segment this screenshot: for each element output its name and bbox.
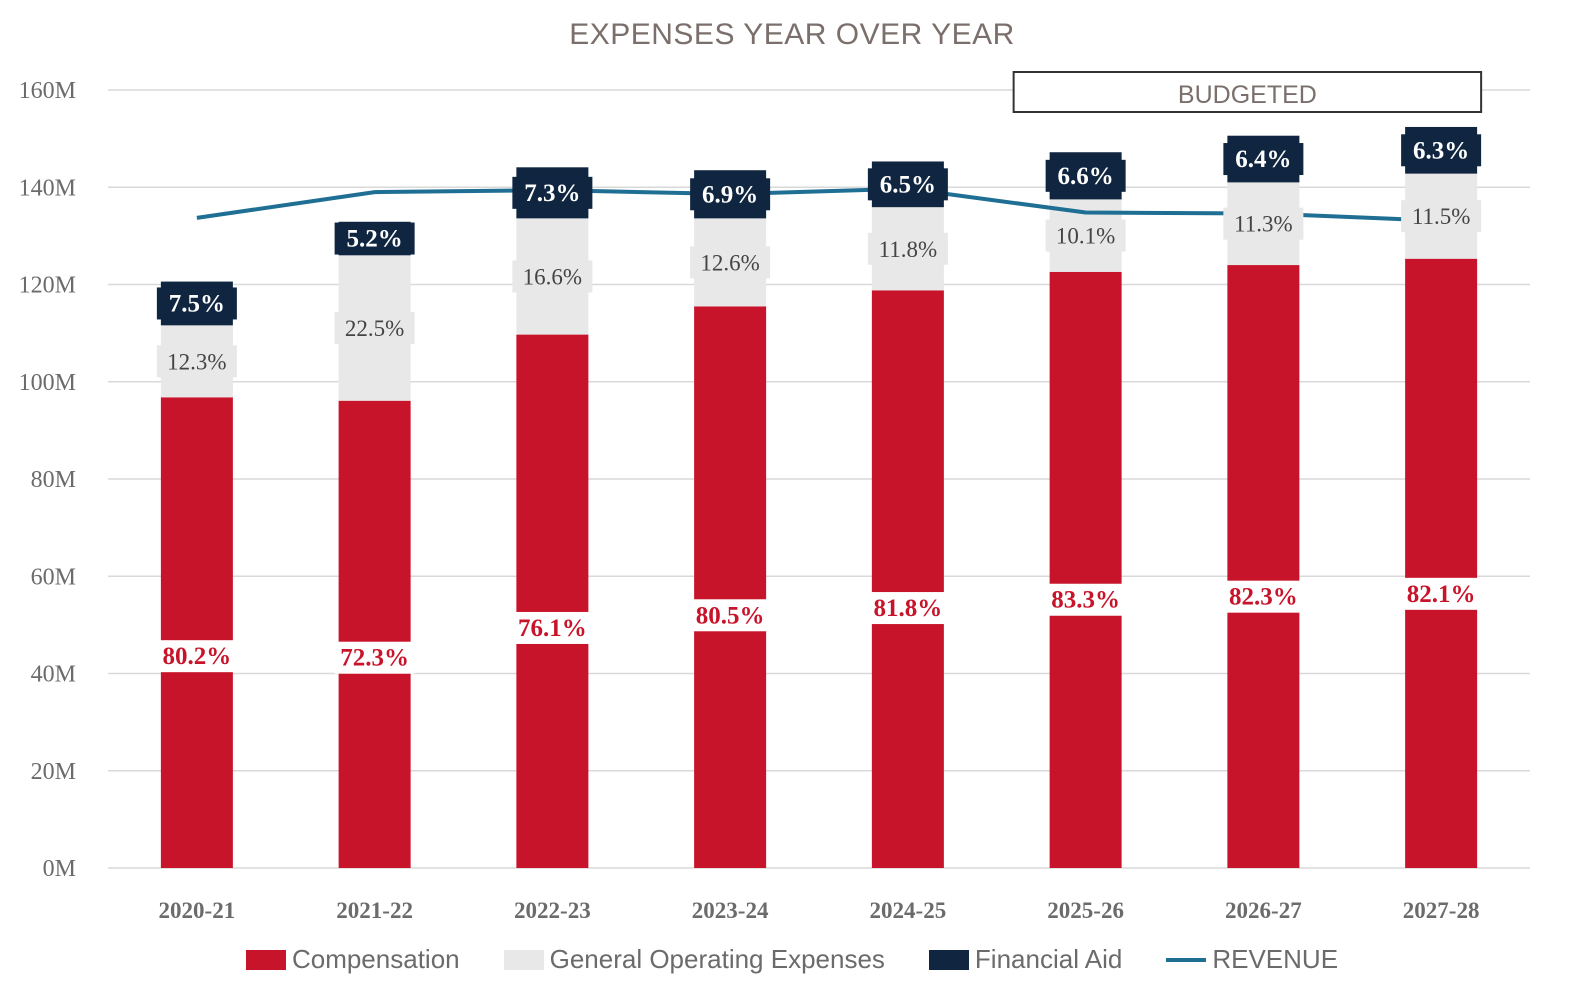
legend-item-revenue: REVENUE — [1166, 944, 1338, 975]
x-tick-label: 2025-26 — [1047, 898, 1124, 923]
legend-swatch-compensation — [245, 949, 286, 970]
data-label-bg — [867, 168, 948, 201]
bar-compensation — [338, 400, 411, 868]
legend-swatch-aid — [928, 949, 969, 970]
legend-swatch-revenue — [1166, 957, 1207, 962]
bar-compensation — [160, 397, 233, 868]
data-label-aid: 7.5% — [169, 290, 225, 317]
data-label-bg — [690, 599, 771, 632]
x-tick-label: 2023-24 — [692, 898, 769, 923]
data-label-compensation: 82.1% — [1407, 581, 1476, 608]
x-tick-label: 2026-27 — [1225, 898, 1302, 923]
data-label-compensation: 80.2% — [163, 643, 232, 670]
data-label-operating: 12.6% — [700, 250, 759, 275]
data-label-compensation: 83.3% — [1051, 587, 1120, 614]
bar-compensation — [1049, 271, 1122, 868]
data-label-bg — [1401, 200, 1482, 233]
legend-item-operating: General Operating Expenses — [503, 944, 885, 975]
data-label-compensation: 82.3% — [1229, 584, 1298, 611]
data-label-bg — [1223, 580, 1304, 613]
data-label-bg — [867, 592, 948, 625]
data-label-aid: 6.4% — [1235, 146, 1291, 173]
data-label-operating: 12.3% — [167, 349, 226, 374]
data-label-bg — [334, 312, 415, 345]
y-tick-label: 60M — [31, 564, 76, 590]
data-label-compensation: 72.3% — [340, 645, 409, 672]
data-label-bg — [1401, 577, 1482, 610]
budgeted-box — [1012, 71, 1483, 113]
y-tick-label: 80M — [31, 467, 76, 493]
y-tick-label: 140M — [19, 175, 76, 201]
data-label-bg — [867, 232, 948, 265]
y-tick-label: 160M — [19, 78, 76, 104]
data-label-bg — [1045, 219, 1126, 252]
data-label-bg — [334, 222, 415, 255]
data-label-bg — [1045, 159, 1126, 192]
x-tick-label: 2024-25 — [870, 898, 947, 923]
data-label-bg — [512, 611, 593, 644]
data-label-aid: 6.9% — [702, 181, 758, 208]
y-tick-label: 20M — [31, 759, 76, 785]
data-label-bg — [1401, 134, 1482, 167]
legend-label-compensation: Compensation — [291, 944, 460, 974]
data-label-compensation: 76.1% — [518, 615, 587, 642]
legend-item-aid: Financial Aid — [928, 944, 1123, 975]
legend-label-revenue: REVENUE — [1212, 944, 1339, 974]
data-label-compensation: 81.8% — [874, 595, 943, 622]
data-label-bg — [1223, 207, 1304, 240]
y-tick-label: 100M — [19, 370, 76, 396]
data-label-aid: 7.3% — [524, 180, 580, 207]
legend-swatch-operating — [503, 949, 544, 970]
bar-compensation — [1405, 258, 1478, 868]
data-label-bg — [156, 640, 237, 673]
data-label-bg — [1045, 583, 1126, 616]
y-tick-label: 120M — [19, 273, 76, 299]
x-tick-label: 2021-22 — [336, 898, 413, 923]
data-label-bg — [690, 178, 771, 211]
data-label-bg — [156, 287, 237, 320]
data-label-bg — [156, 345, 237, 378]
data-label-operating: 11.5% — [1412, 204, 1471, 229]
data-label-compensation: 80.5% — [696, 602, 765, 629]
data-label-operating: 11.8% — [879, 237, 938, 262]
chart-plot: 0M 20M 40M 60M 80M 100M 120M 140M 160M 80.2% 12.3%… — [19, 71, 1530, 923]
x-tick-label: 2027-28 — [1403, 898, 1480, 923]
legend-item-compensation: Compensation — [245, 944, 460, 975]
chart-legend: Compensation General Operating Expenses … — [0, 944, 1584, 975]
budgeted-label: BUDGETED — [1178, 81, 1317, 109]
data-label-operating: 22.5% — [345, 316, 404, 341]
data-label-bg — [1223, 143, 1304, 176]
legend-label-operating: General Operating Expenses — [549, 944, 885, 974]
data-label-bg — [512, 260, 593, 293]
data-label-operating: 16.6% — [523, 264, 582, 289]
data-label-aid: 6.6% — [1058, 163, 1114, 190]
x-tick-label: 2022-23 — [514, 898, 591, 923]
y-tick-label: 0M — [43, 856, 76, 882]
bar-compensation — [1227, 265, 1300, 868]
data-label-operating: 10.1% — [1056, 224, 1115, 249]
bar-compensation — [694, 306, 767, 869]
legend-label-aid: Financial Aid — [974, 944, 1123, 974]
data-label-operating: 11.3% — [1234, 212, 1293, 237]
data-label-bg — [512, 176, 593, 209]
bar-compensation — [516, 334, 589, 868]
y-tick-label: 40M — [31, 662, 76, 688]
data-label-aid: 6.3% — [1413, 137, 1469, 164]
x-tick-label: 2020-21 — [159, 898, 236, 923]
bar-compensation — [871, 290, 944, 869]
data-label-aid: 5.2% — [347, 226, 403, 253]
data-label-aid: 6.5% — [880, 171, 936, 198]
chart-title: EXPENSES YEAR OVER YEAR — [569, 18, 1015, 51]
data-label-bg — [690, 246, 771, 279]
data-label-bg — [334, 641, 415, 674]
